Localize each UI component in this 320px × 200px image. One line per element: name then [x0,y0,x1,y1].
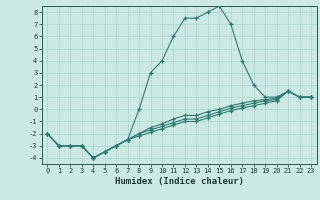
X-axis label: Humidex (Indice chaleur): Humidex (Indice chaleur) [115,177,244,186]
